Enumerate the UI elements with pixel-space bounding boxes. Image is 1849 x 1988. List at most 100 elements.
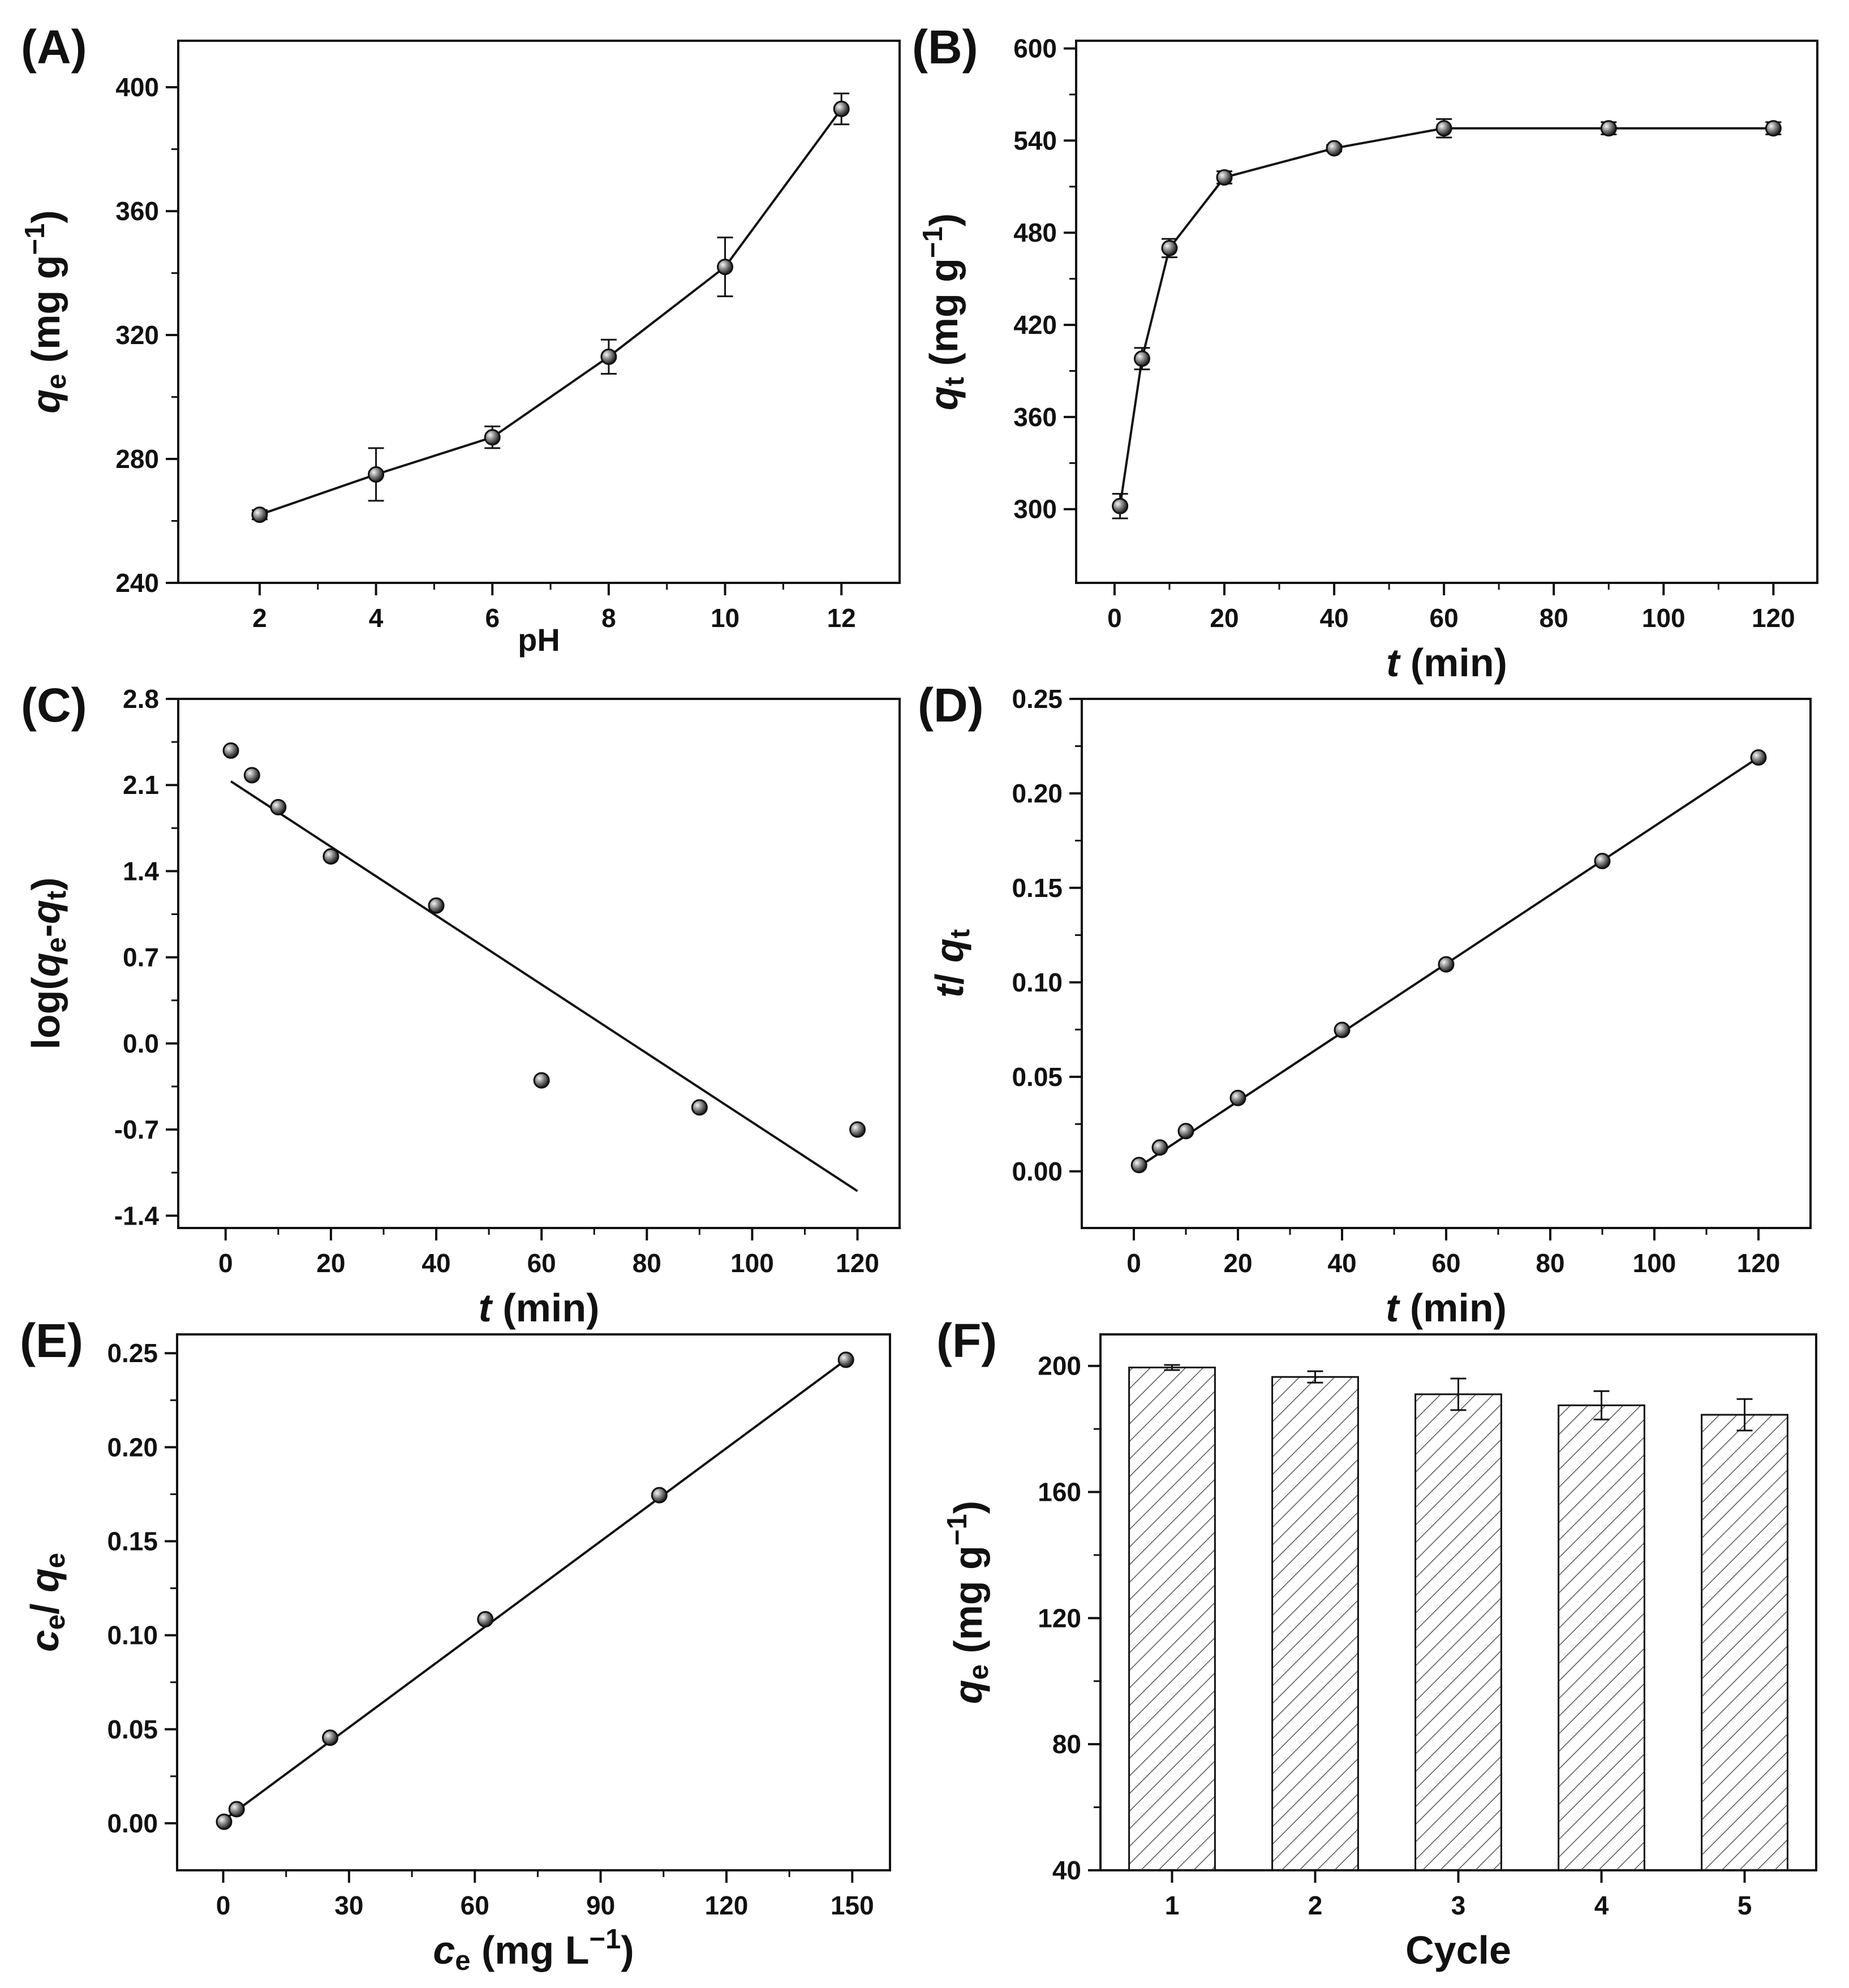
panel-label: (D) (918, 679, 984, 732)
y-axis-title-part: ) (922, 213, 966, 226)
data-point (477, 1611, 494, 1628)
y-tick-label: 300 (1013, 495, 1057, 524)
data-point (1600, 120, 1617, 137)
y-axis-title: ce/ qe (23, 1553, 71, 1652)
x-axis-title-part: ) (621, 1928, 634, 1972)
x-tick-label: 20 (1210, 603, 1239, 633)
y-tick-label: 0.10 (1012, 968, 1063, 997)
y-tick-label: 0.25 (1012, 684, 1063, 714)
panel-b: (B) 300 360 420 480 540 600 0 20 40 60 80 100 120 t (m… (912, 20, 1818, 685)
data-point (428, 897, 445, 914)
y-axis-title-part: q (24, 952, 68, 977)
x-axis-title-part: (min) (1399, 641, 1507, 685)
y-axis-title-part: (mg g (922, 258, 966, 377)
y-tick-label: 0.05 (1012, 1062, 1063, 1092)
x-axis-title: Cycle (1405, 1928, 1511, 1972)
x-tick-label: 120 (836, 1248, 879, 1278)
y-tick-label: 480 (1013, 218, 1057, 247)
panel-d: (D) 0.00 0.05 0.10 0.15 0.20 0.25 0 20 40 60 80 100 1… (918, 679, 1812, 1330)
y-axis-title-part: t (927, 983, 971, 998)
data-point (1130, 1157, 1147, 1174)
x-tick-label: 40 (1327, 1248, 1356, 1278)
x-tick-label: 90 (586, 1891, 615, 1920)
x-tick-label: 80 (633, 1248, 661, 1278)
y-axis-title: t/ qt (927, 929, 975, 998)
bar (1128, 1366, 1216, 1871)
panel-label: (B) (912, 20, 978, 74)
data-point (1161, 239, 1178, 256)
x-tick-label: 100 (1642, 603, 1685, 633)
y-tick-label: 240 (115, 568, 159, 598)
x-axis-title-part: t (1386, 641, 1401, 685)
data-point (691, 1099, 708, 1116)
fit-line (222, 1359, 847, 1822)
y-tick-label: 0.00 (1012, 1157, 1063, 1186)
data-point (1326, 140, 1343, 157)
data-point (849, 1121, 866, 1138)
y-tick-label: 120 (1038, 1603, 1081, 1633)
data-point (1151, 1139, 1168, 1156)
x-tick-label: 100 (1633, 1248, 1676, 1278)
bar (1558, 1404, 1645, 1871)
y-tick-label: 400 (115, 72, 159, 102)
data-point (651, 1487, 668, 1504)
x-tick-label: 80 (1536, 1248, 1564, 1278)
y-tick-label: 2.8 (123, 684, 159, 714)
data-point (322, 848, 339, 865)
x-tick-label: 100 (730, 1248, 774, 1278)
y-axis-title-part: ) (24, 210, 68, 223)
x-tick-label: 3 (1451, 1891, 1466, 1920)
y-axis-title: log(qe-qt) (24, 877, 72, 1049)
x-axis-title-part: Cycle (1405, 1928, 1511, 1972)
data-point (1765, 120, 1782, 137)
x-tick-label: 10 (711, 603, 739, 633)
x-tick-label: 2 (252, 603, 267, 633)
y-axis-title-part: q (927, 938, 971, 963)
data-point (837, 1351, 854, 1368)
x-tick-label: 20 (316, 1248, 345, 1278)
x-tick-label: 120 (1737, 1248, 1781, 1278)
y-axis-title-part: q (24, 389, 68, 414)
data-point (216, 1813, 233, 1830)
panel-e: (E) 0.00 0.05 0.10 0.15 0.20 0.25 0 30 60 90 120 150… (20, 1314, 891, 1976)
x-axis-title-part: pH (518, 622, 560, 658)
x-axis-title: t (min) (479, 1286, 600, 1330)
plot-frame (177, 698, 901, 1229)
y-tick-label: 0.20 (107, 1432, 158, 1462)
panel-f: (F) 40 80 120 160 200 1 2 3 4 5 Cycle qe (mg g−1) (936, 1314, 1817, 1972)
y-tick-label: 0.15 (1012, 873, 1063, 903)
y-axis-title-part: / (23, 1592, 67, 1615)
y-tick-label: 0.20 (1012, 779, 1063, 808)
data-point (368, 466, 385, 483)
data-point (1133, 350, 1150, 367)
data-point (243, 767, 260, 784)
x-tick-label: 80 (1540, 603, 1568, 633)
data-point (1334, 1021, 1351, 1038)
x-tick-label: 8 (601, 603, 616, 633)
x-tick-label: 30 (334, 1891, 363, 1920)
y-axis-title-part: −1 (942, 1514, 973, 1545)
x-axis-title-part: t (479, 1286, 493, 1330)
y-axis-title-part: e (964, 1664, 994, 1680)
y-axis-title-part: (mg g (24, 255, 68, 374)
panel-c: (C) -1.4 -0.7 0.0 0.7 1.4 2.1 2.8 0 20 40 60 80 100 12… (21, 679, 901, 1330)
panel-label: (C) (21, 679, 87, 732)
y-tick-label: 320 (115, 320, 159, 350)
y-tick-label: -0.7 (114, 1115, 159, 1144)
panel-label: (A) (21, 20, 87, 74)
y-tick-label: 0.15 (107, 1527, 158, 1556)
series-line (1119, 127, 1774, 506)
x-tick-label: 12 (827, 603, 856, 633)
y-axis-title-part: e (40, 1615, 71, 1630)
y-tick-label: 600 (1013, 34, 1057, 63)
bar (1701, 1414, 1788, 1871)
y-axis-title-part: (mg g (946, 1545, 990, 1664)
x-tick-label: 4 (1594, 1891, 1609, 1920)
x-tick-label: 5 (1738, 1891, 1752, 1920)
data-point (270, 798, 287, 815)
y-tick-label: 0.7 (123, 943, 159, 972)
y-axis-title-part: e (40, 1553, 71, 1568)
data-point (717, 259, 734, 276)
x-axis-title: ce (mg L−1) (433, 1924, 634, 1976)
y-axis-title-part: q (946, 1680, 990, 1704)
